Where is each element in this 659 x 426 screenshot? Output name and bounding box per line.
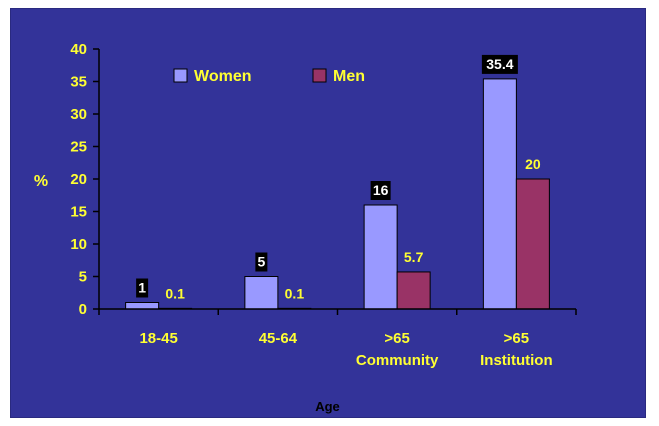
bar-men (515, 178, 550, 310)
x-tick-label: 45-64 (259, 330, 298, 347)
data-label-bg (370, 181, 391, 200)
x-axis-label: Age (315, 399, 340, 414)
data-label-women: 1 (138, 280, 146, 296)
x-tick-label: Institution (480, 352, 552, 369)
y-tick-label: 35 (70, 74, 87, 91)
legend-swatch-men (312, 68, 327, 83)
chart-slide: 0 5 10 15 20 25 30 35 40% 18-45 45-64 >65 Community >… (10, 8, 646, 418)
bar-women (244, 276, 279, 310)
data-label-men: 0.1 (285, 285, 305, 301)
x-tick-label: Community (356, 352, 439, 369)
y-tick-label: 0 (79, 301, 87, 318)
data-label-bg (136, 278, 149, 298)
data-label-men: 20 (525, 156, 541, 172)
y-tick-label: 25 (70, 139, 87, 156)
y-tick-label: 10 (70, 236, 87, 253)
data-label-women: 16 (373, 182, 389, 198)
x-tick-label: >65 (504, 330, 529, 347)
data-label-women: 35.4 (486, 56, 513, 72)
y-axis-label: % (34, 173, 48, 190)
x-tick-label: 18-45 (139, 330, 177, 347)
bar-women (363, 204, 398, 310)
bar-women (125, 302, 160, 310)
y-tick-label: 15 (70, 204, 87, 221)
data-label-bg (481, 54, 518, 74)
data-label-men: 5.7 (404, 249, 424, 265)
y-tick-label: 40 (70, 41, 87, 58)
data-label-men: 0.1 (165, 285, 185, 301)
x-tick-label: >65 (384, 330, 409, 347)
bar-women (482, 78, 517, 310)
y-tick-label: 30 (70, 106, 87, 123)
legend-swatch-women (173, 68, 188, 83)
y-tick-label: 5 (79, 269, 87, 286)
data-label-bg (255, 252, 268, 272)
y-tick-label: 20 (70, 171, 87, 188)
data-label-women: 5 (257, 254, 265, 270)
legend-label-women: Women (194, 68, 251, 85)
legend-label-men: Men (333, 68, 365, 85)
bar-men (396, 271, 431, 310)
